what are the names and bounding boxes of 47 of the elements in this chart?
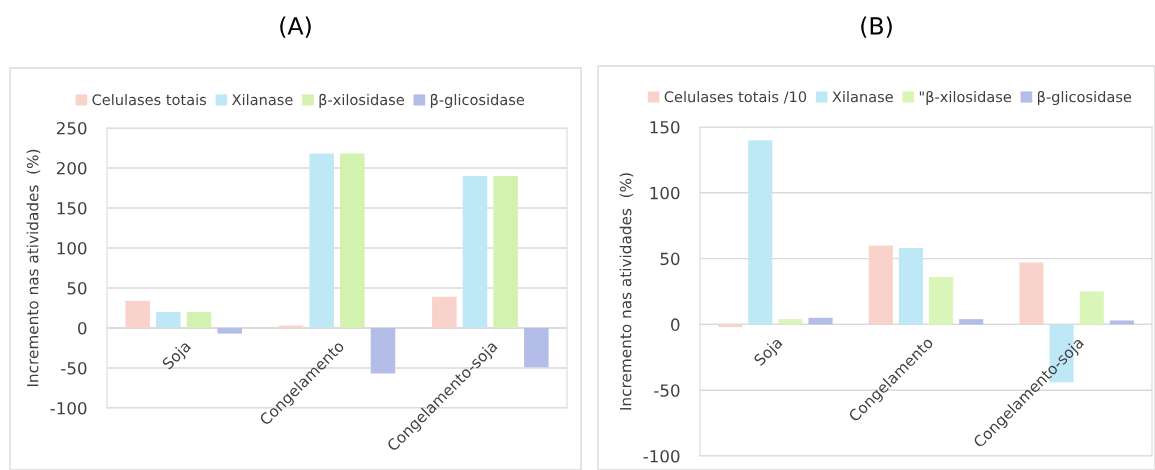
bar [1109,320,1134,325]
legend-label: "β-xilosidase [919,90,1012,106]
bar [868,245,893,325]
bar [125,300,150,328]
bar [217,328,242,334]
legend-label: Celulases totais /10 [664,90,807,104]
bar [718,324,743,328]
y-tick-label: 200 [56,161,87,175]
bar [156,312,181,328]
bar [462,176,488,328]
y-tick-label: -50 [654,384,680,397]
y-tick-label: 150 [650,120,680,134]
y-axis-title: Incremento nas atividades (%) [26,149,41,387]
bar [1079,291,1104,325]
y-tick-label: 0 [671,318,680,331]
bar [808,317,833,325]
y-axis-title: Incremento nas atividades (%) [619,173,634,410]
y-tick-label: 250 [56,121,87,135]
legend-label: β-xilosidase [319,93,404,109]
y-tick-label: -50 [61,361,87,375]
y-tick-label: 50 [660,252,680,266]
bar [186,312,212,328]
legend-label: β-glicosidase [430,93,525,109]
legend-label: β-glicosidase [1037,90,1132,106]
chart-title: (A) [280,16,311,38]
y-tick-label: 50 [67,281,87,295]
y-tick-label: -100 [50,401,87,415]
bar [929,277,954,325]
bar [309,153,334,328]
legend-label: Xilanase [232,93,293,106]
y-tick-label: -100 [643,449,680,463]
bar [340,153,365,328]
bar [898,248,923,325]
legend-label: Xilanase [832,90,893,103]
bar [493,176,518,328]
bar [778,319,803,325]
bar [959,319,984,325]
y-tick-label: 100 [57,241,87,255]
bar [1019,262,1044,325]
chart-title: (B) [861,16,892,38]
bar [524,328,549,368]
y-tick-label: 0 [78,321,87,335]
y-tick-label: 150 [57,201,87,215]
legend-label: Celulases totais [92,93,207,106]
y-tick-label: 100 [650,186,680,200]
bar [432,296,457,328]
bar [748,140,773,325]
